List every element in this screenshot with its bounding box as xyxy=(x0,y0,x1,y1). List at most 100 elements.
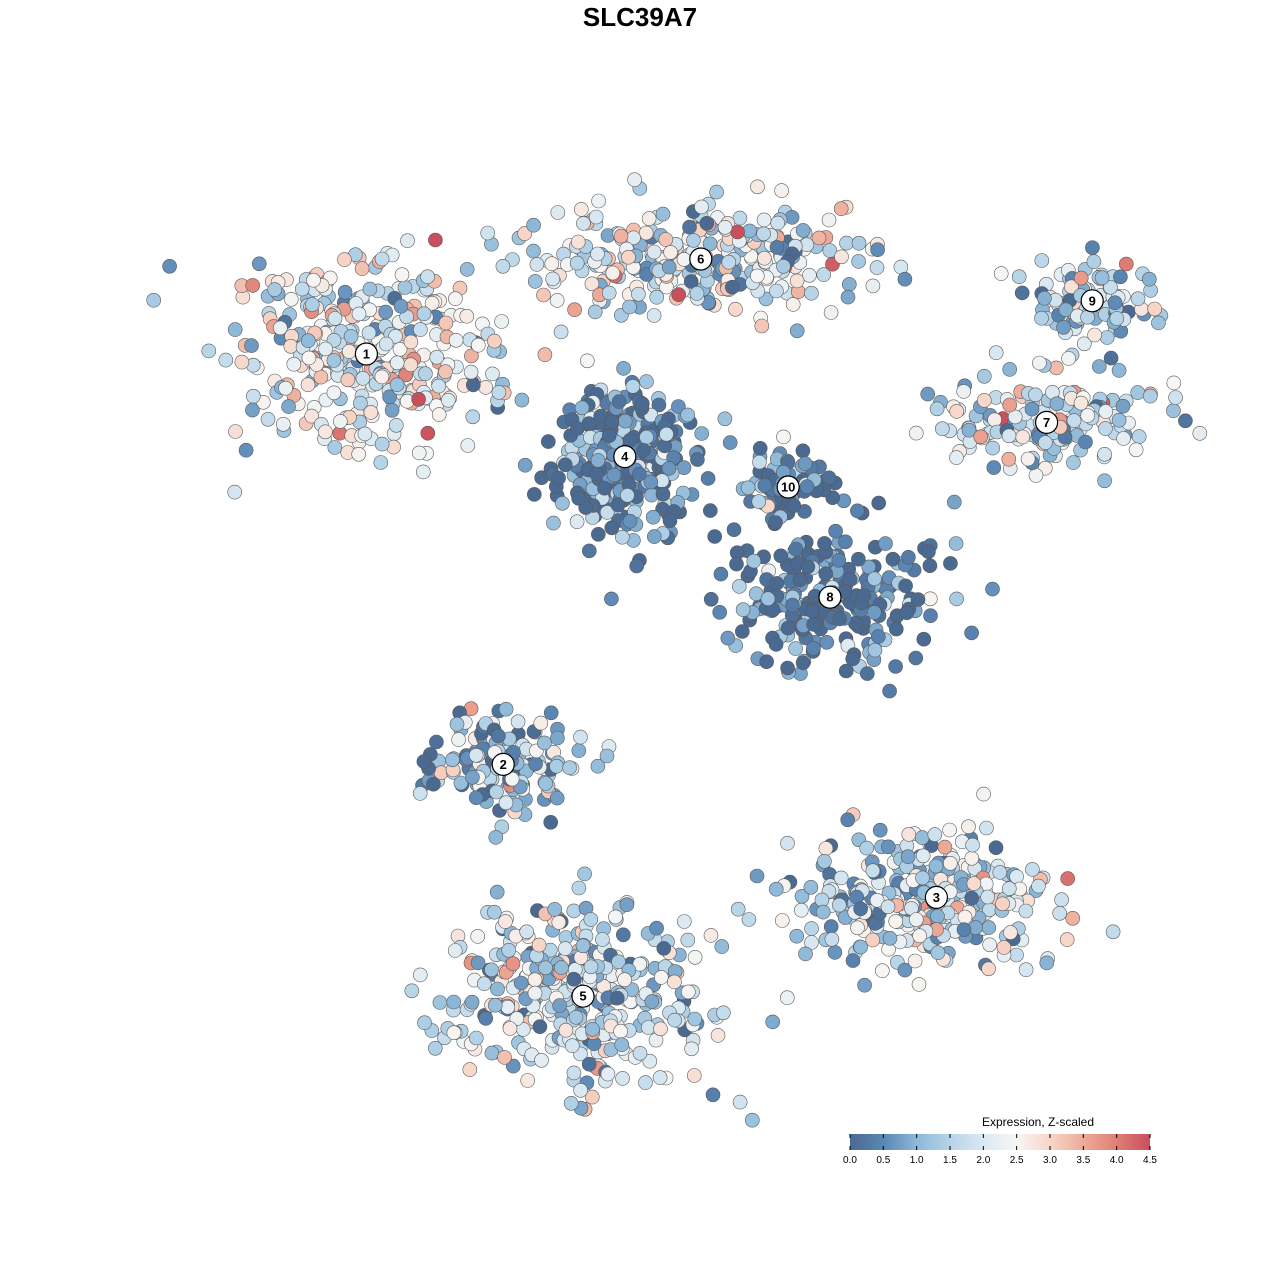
cell-point xyxy=(501,942,517,958)
cluster-label-badge xyxy=(354,342,378,366)
cell-point xyxy=(1001,428,1017,444)
cell-point xyxy=(551,470,566,486)
cell-point xyxy=(464,994,480,1010)
cell-point xyxy=(445,752,460,768)
cell-point xyxy=(362,281,378,297)
cell-point xyxy=(759,654,774,670)
legend-tick-label: 1.5 xyxy=(943,1155,957,1166)
cell-point xyxy=(795,223,811,238)
cell-point xyxy=(788,641,803,656)
cell-point xyxy=(908,912,924,927)
cell-point xyxy=(1002,397,1018,413)
cell-point xyxy=(732,1094,748,1110)
cell-point xyxy=(638,225,654,241)
cluster-label-text: 1 xyxy=(363,347,370,362)
cell-point xyxy=(614,529,630,545)
cell-point xyxy=(384,402,400,418)
cell-point xyxy=(897,962,913,978)
cell-point xyxy=(465,769,480,785)
cell-point xyxy=(831,897,847,913)
cell-point xyxy=(459,308,475,324)
cell-point xyxy=(850,503,865,519)
cell-point xyxy=(653,970,669,985)
cell-point xyxy=(1009,947,1024,963)
cell-point xyxy=(756,212,772,228)
cell-point xyxy=(554,960,569,975)
cell-point xyxy=(272,320,288,336)
cell-point xyxy=(351,446,367,462)
cell-point xyxy=(615,1071,630,1086)
cluster-label-text: 9 xyxy=(1089,293,1096,308)
cell-point xyxy=(495,258,511,274)
cell-point xyxy=(420,425,436,441)
cell-point xyxy=(417,1015,432,1031)
cell-point xyxy=(702,236,718,252)
cell-point xyxy=(413,322,428,337)
cell-point xyxy=(638,1075,653,1090)
cell-point xyxy=(476,976,492,992)
cell-point xyxy=(1087,327,1102,343)
cell-point xyxy=(579,353,595,369)
cell-point xyxy=(313,369,329,385)
cell-point xyxy=(749,268,765,284)
cell-point xyxy=(1086,254,1102,269)
legend-tick-label: 2.0 xyxy=(976,1155,990,1166)
cell-point xyxy=(985,440,1001,456)
cell-point xyxy=(304,408,320,424)
cell-point xyxy=(537,347,553,363)
cell-point xyxy=(601,428,617,444)
cell-point xyxy=(1077,336,1092,352)
cell-point xyxy=(943,556,958,571)
cell-point xyxy=(553,324,569,340)
cell-point xyxy=(1116,431,1131,446)
cell-point xyxy=(721,254,737,270)
cell-point xyxy=(267,282,283,297)
cell-point xyxy=(817,536,832,551)
cell-point xyxy=(227,322,243,337)
cell-point xyxy=(799,479,815,494)
cell-point xyxy=(1166,403,1181,419)
cell-point xyxy=(1034,310,1049,326)
cell-point xyxy=(520,1073,536,1088)
cell-point xyxy=(568,1009,584,1025)
cell-point xyxy=(1073,395,1089,411)
cell-point xyxy=(898,578,913,594)
cell-point xyxy=(774,913,790,928)
cell-point xyxy=(468,790,484,806)
cell-point xyxy=(275,416,291,432)
cell-point xyxy=(850,920,865,936)
cell-point xyxy=(687,1011,703,1027)
cell-point xyxy=(845,953,861,968)
cell-point xyxy=(510,714,526,730)
cell-point xyxy=(776,429,791,445)
cell-point xyxy=(869,892,885,908)
cell-point xyxy=(690,452,705,467)
cell-point xyxy=(785,297,801,312)
cell-point xyxy=(1098,421,1113,436)
cell-point xyxy=(1099,330,1115,345)
cluster-label-3: 3 xyxy=(924,885,949,910)
cell-point xyxy=(667,1012,683,1028)
cell-point xyxy=(428,232,443,248)
cell-point xyxy=(227,484,242,500)
cell-point xyxy=(795,443,811,459)
cell-point xyxy=(639,429,654,445)
cell-point xyxy=(459,262,475,277)
cell-point xyxy=(818,566,834,582)
cell-point xyxy=(584,276,600,292)
cell-point xyxy=(1009,869,1024,884)
cell-point xyxy=(646,244,662,260)
cell-point xyxy=(615,927,631,943)
cell-point xyxy=(700,471,716,486)
cell-point xyxy=(432,995,448,1010)
cell-point xyxy=(571,743,587,758)
cell-point xyxy=(735,602,751,618)
cell-point xyxy=(361,325,377,341)
cell-point xyxy=(658,232,674,247)
cell-point xyxy=(821,470,837,486)
cluster-label-badge xyxy=(1034,410,1059,434)
cell-point xyxy=(411,391,426,407)
cell-point xyxy=(574,400,590,416)
cell-point xyxy=(780,620,796,636)
